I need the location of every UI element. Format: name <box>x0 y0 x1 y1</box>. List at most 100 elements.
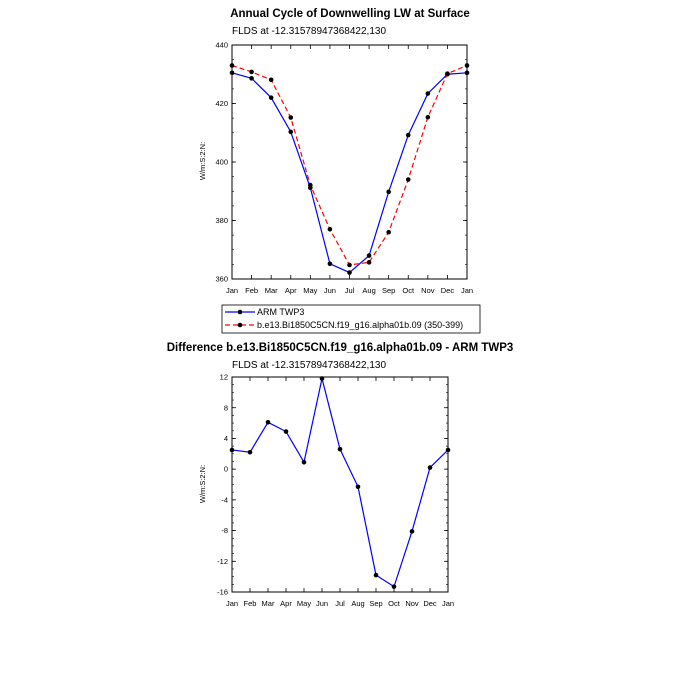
x-tick-label: Jun <box>316 599 328 608</box>
legend-label-arm: ARM TWP3 <box>257 307 304 317</box>
x-tick-label: Aug <box>351 599 364 608</box>
data-point <box>366 253 372 258</box>
chart2-plot-frame <box>231 376 449 593</box>
data-point <box>288 115 294 120</box>
x-tick-label: May <box>297 599 311 608</box>
data-point <box>229 447 235 453</box>
x-tick-label: Apr <box>280 599 292 608</box>
chart1-ylabel: W/m:S:2:N: <box>198 142 207 180</box>
x-tick-label: Dec <box>441 286 455 295</box>
series-line-0 <box>231 378 449 588</box>
y-tick-label: -8 <box>221 526 228 535</box>
data-point <box>464 63 470 68</box>
chart1-legend: ARM TWP3 b.e13.Bi1850C5CN.f19_g16.alpha0… <box>221 304 481 334</box>
x-tick-label: Jun <box>324 286 336 295</box>
data-point <box>247 449 253 455</box>
y-tick-label: 420 <box>215 99 228 108</box>
chart1-plot-frame <box>231 44 468 280</box>
chart1-y-ticks: 360 380 400 420 440 <box>215 41 467 284</box>
x-tick-label: Jul <box>335 599 345 608</box>
data-point <box>355 484 361 490</box>
data-point <box>405 177 411 182</box>
data-point <box>319 376 325 381</box>
x-tick-label: Nov <box>405 599 419 608</box>
data-point <box>425 114 431 120</box>
x-tick-label: Oct <box>402 286 415 295</box>
x-tick-label: Feb <box>245 286 258 295</box>
data-point <box>268 77 274 83</box>
y-tick-label: -16 <box>217 588 228 597</box>
chart2-series <box>229 376 451 589</box>
data-point <box>308 182 313 188</box>
x-tick-label: May <box>303 286 317 295</box>
chart1-x-ticks: Jan Feb Mar Apr May Jun Jul Aug Sep Oct Nov Dec Jan <box>226 45 473 295</box>
x-tick-label: Sep <box>382 286 395 295</box>
data-point <box>445 447 451 453</box>
x-tick-label: Jan <box>442 599 454 608</box>
data-point <box>425 91 431 96</box>
data-point <box>327 261 333 267</box>
x-tick-label: Sep <box>369 599 382 608</box>
chart1-title: Annual Cycle of Downwelling LW at Surfac… <box>230 8 470 20</box>
y-tick-label: -4 <box>221 495 228 504</box>
x-tick-label: Nov <box>421 286 435 295</box>
data-point <box>265 420 271 425</box>
x-tick-label: Aug <box>362 286 375 295</box>
data-point <box>249 76 254 81</box>
y-tick-label: -12 <box>217 557 228 566</box>
data-point <box>249 69 254 75</box>
x-tick-label: Jul <box>345 286 355 295</box>
data-point <box>347 270 352 275</box>
chart2-subtitle: FLDS at -12.31578947368422,130 <box>232 360 386 371</box>
x-tick-label: Jan <box>226 286 238 295</box>
y-tick-label: 440 <box>215 41 228 50</box>
difference-chart: Difference b.e13.Bi1850C5CN.f19_g16.alph… <box>167 342 514 608</box>
data-point <box>464 70 470 76</box>
data-point <box>283 429 289 434</box>
x-tick-label: Mar <box>265 286 278 295</box>
legend-label-model: b.e13.Bi1850C5CN.f19_g16.alpha01b.09 (35… <box>257 320 463 330</box>
data-point <box>229 70 235 76</box>
data-point <box>327 226 333 232</box>
y-tick-label: 12 <box>220 373 228 382</box>
legend-marker-arm <box>237 309 243 315</box>
data-point <box>386 189 391 195</box>
data-point <box>373 572 379 578</box>
y-tick-label: 360 <box>215 275 228 284</box>
data-point <box>405 132 411 138</box>
x-tick-label: Jan <box>461 286 473 295</box>
data-point <box>409 529 415 534</box>
data-point <box>427 465 433 470</box>
y-tick-label: 400 <box>215 158 228 167</box>
data-point <box>347 262 352 268</box>
y-tick-label: 380 <box>215 216 228 225</box>
data-point <box>366 260 372 265</box>
x-tick-label: Dec <box>423 599 437 608</box>
data-point <box>337 446 343 452</box>
data-point <box>288 129 294 135</box>
annual-cycle-chart: Annual Cycle of Downwelling LW at Surfac… <box>198 8 481 334</box>
x-tick-label: Mar <box>262 599 275 608</box>
chart2-ylabel: W/m:S:2:N: <box>198 465 207 503</box>
chart2-y-ticks: -16 -12 -8 -4 0 4 8 12 <box>217 373 448 597</box>
x-tick-label: Apr <box>285 286 297 295</box>
y-tick-label: 0 <box>224 465 228 474</box>
series-line-0 <box>231 72 468 274</box>
data-point <box>391 584 397 589</box>
legend-box <box>221 304 481 334</box>
data-point <box>301 459 307 465</box>
chart1-subtitle: FLDS at -12.31578947368422,130 <box>232 26 386 37</box>
data-point <box>386 229 391 235</box>
x-tick-label: Oct <box>388 599 401 608</box>
data-point <box>445 71 450 76</box>
y-tick-label: 4 <box>224 434 228 443</box>
x-tick-label: Jan <box>226 599 238 608</box>
data-point <box>268 95 274 100</box>
series-line-1 <box>231 64 468 266</box>
chart2-x-ticks: Jan Feb Mar Apr May Jun Jul Aug Sep Oct Nov Dec Jan <box>226 377 454 608</box>
data-point <box>229 63 235 68</box>
chart1-series <box>229 63 470 275</box>
legend-marker-model <box>237 322 243 328</box>
chart2-title: Difference b.e13.Bi1850C5CN.f19_g16.alph… <box>167 342 514 354</box>
